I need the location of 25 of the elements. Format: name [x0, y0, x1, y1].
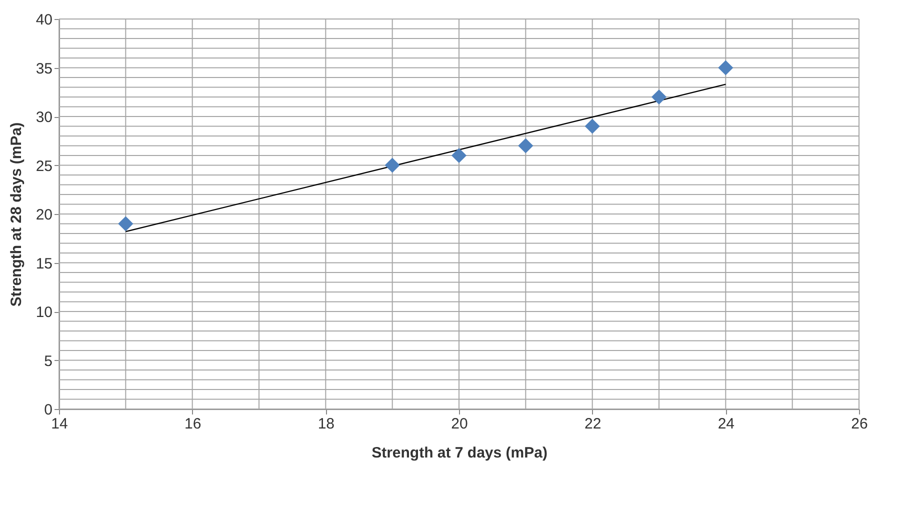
y-tick-label: 40 — [36, 12, 52, 28]
point — [718, 60, 733, 75]
x-tick-label: 22 — [584, 416, 602, 432]
x-tick-label: 18 — [318, 416, 335, 432]
point — [385, 158, 400, 172]
y-axis-title: Strength at 28 days (mPa) — [8, 122, 25, 307]
x-tick-label: 24 — [718, 416, 735, 432]
point — [585, 119, 600, 134]
y-tick-label: 15 — [36, 255, 52, 272]
y-tick-label: 10 — [36, 304, 52, 321]
point — [118, 216, 133, 231]
y-tick-label: 25 — [36, 158, 52, 175]
y-tick-label: 0 — [44, 402, 52, 418]
x-tick-label: 16 — [184, 416, 202, 432]
x-tick-label: 14 — [51, 416, 68, 432]
y-tick-label: 5 — [44, 352, 52, 370]
x-tick-label: 20 — [451, 416, 468, 432]
x-axis-title: Strength at 7 days (mPa) — [372, 444, 548, 462]
point — [518, 138, 533, 153]
point — [452, 148, 466, 163]
y-tick-label: 35 — [36, 60, 52, 78]
x-tick-label: 26 — [851, 416, 868, 432]
y-tick-label: 30 — [36, 109, 52, 126]
point — [652, 90, 666, 104]
y-tick-label: 20 — [36, 206, 52, 224]
